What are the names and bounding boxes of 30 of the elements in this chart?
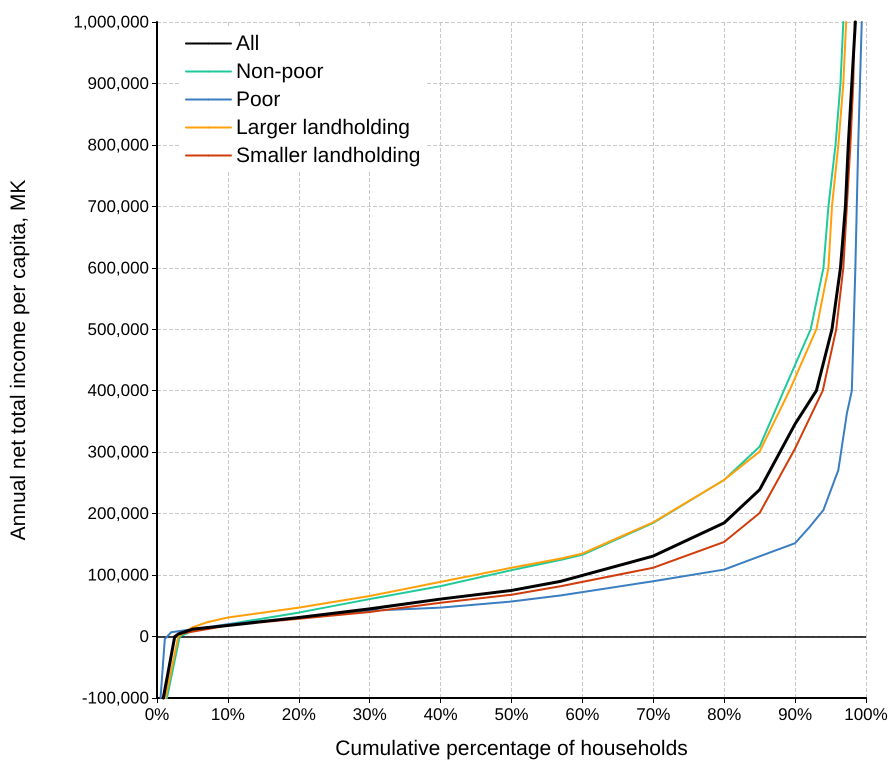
x-tick-label: 90% xyxy=(778,705,812,724)
y-tick-label: 700,000 xyxy=(88,196,149,216)
x-tick-label: 20% xyxy=(282,705,316,724)
legend-label: Smaller landholding xyxy=(236,144,420,167)
y-axis-title: Annual net total income per capita, MK xyxy=(7,180,30,540)
y-tick-label: 0 xyxy=(140,627,149,646)
x-tick-label: 100% xyxy=(844,705,888,724)
y-tick-label: 900,000 xyxy=(88,74,149,93)
y-tick-label: 500,000 xyxy=(88,320,149,339)
x-tick-label: 60% xyxy=(565,705,600,724)
x-tick-label: 10% xyxy=(210,705,245,724)
y-tick-label: 1,000,000 xyxy=(73,12,149,32)
y-tick-label: 100,000 xyxy=(88,566,149,585)
x-tick-label: 0% xyxy=(144,705,170,724)
legend-label: Non-poor xyxy=(236,60,324,83)
x-axis-title: Cumulative percentage of households xyxy=(335,737,688,760)
legend-label: Larger landholding xyxy=(236,116,410,139)
y-tick-label: 200,000 xyxy=(88,504,149,524)
y-tick-label: 300,000 xyxy=(88,442,149,462)
x-tick-label: 80% xyxy=(707,705,742,724)
y-tick-label: 400,000 xyxy=(88,381,149,400)
y-tick-label: -100,000 xyxy=(82,688,149,708)
legend-label: All xyxy=(236,32,260,55)
y-tick-label: 600,000 xyxy=(88,258,149,278)
x-tick-label: 30% xyxy=(352,705,387,724)
x-tick-label: 70% xyxy=(636,705,670,724)
x-tick-label: 40% xyxy=(424,705,458,724)
y-tick-label: 800,000 xyxy=(88,135,149,154)
x-tick-label: 50% xyxy=(494,705,529,724)
legend-label: Poor xyxy=(236,88,280,111)
